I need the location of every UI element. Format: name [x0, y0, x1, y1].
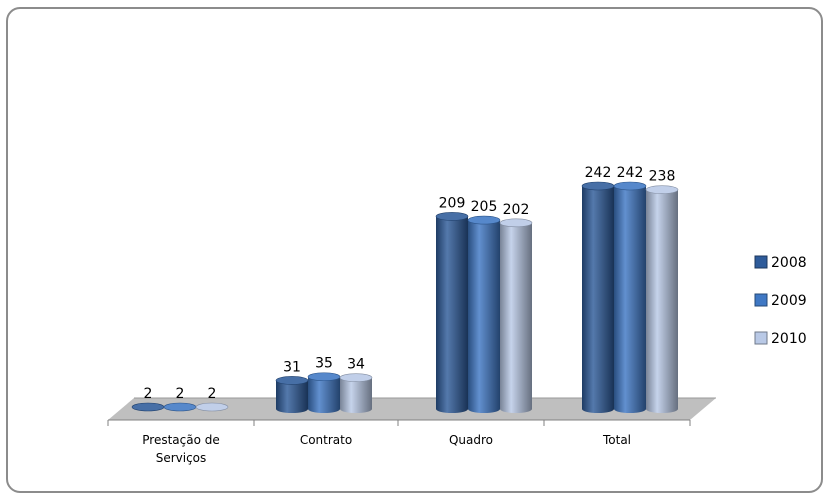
bar-2010-0 [195, 402, 229, 412]
chart-floor [108, 398, 716, 420]
bar-2009-1 [307, 372, 341, 413]
bar-top [613, 181, 647, 191]
data-label: 2 [176, 386, 185, 402]
bar-top [307, 372, 341, 382]
bar-body [582, 186, 614, 413]
bar-body [436, 216, 468, 413]
category-labels-group: Prestação de Serviços Contrato Quadro Total [142, 433, 631, 465]
bar-2008-3 [581, 181, 615, 413]
data-label: 2 [208, 386, 217, 402]
category-label-1: Contrato [300, 433, 352, 447]
bar-body [308, 376, 340, 413]
bar-series-group [131, 181, 679, 413]
data-label: 35 [315, 356, 333, 372]
bar-top [435, 212, 469, 221]
bar-body [340, 377, 372, 413]
bar-body [468, 220, 500, 413]
data-label: 202 [503, 202, 530, 218]
bar-2008-2 [435, 212, 469, 413]
legend-label-2009: 2009 [771, 293, 807, 309]
legend-swatch-2008 [754, 255, 768, 269]
bar-top [581, 181, 615, 191]
data-label: 34 [347, 357, 365, 373]
bar-body [276, 380, 308, 413]
legend: 2008 2009 2010 [754, 255, 807, 347]
data-label: 205 [471, 199, 498, 215]
bar-2008-1 [275, 376, 309, 413]
category-label-3: Total [602, 433, 631, 447]
data-label: 238 [649, 169, 676, 185]
bar-top [275, 376, 309, 385]
bar-top [467, 215, 501, 225]
bar-2010-2 [499, 218, 533, 413]
bar-top [131, 402, 165, 412]
bar-2010-1 [339, 373, 373, 413]
legend-swatch-2010 [754, 331, 768, 345]
data-label: 31 [283, 359, 301, 375]
legend-label-2010: 2010 [771, 331, 807, 347]
category-label-2: Quadro [449, 433, 493, 447]
bar-2008-0 [131, 402, 165, 412]
category-label-0: Prestação de [142, 433, 220, 447]
data-label: 242 [585, 165, 612, 181]
bar-body [614, 186, 646, 413]
bar-top [499, 218, 533, 228]
bar-top [195, 402, 229, 412]
data-label: 242 [617, 165, 644, 181]
bar-body [500, 222, 532, 413]
bar-top [645, 185, 679, 194]
bar-top [163, 402, 197, 412]
bar-body [646, 189, 678, 413]
bar-2009-3 [613, 181, 647, 413]
category-label-0: Serviços [156, 451, 207, 465]
legend-swatch-2009 [754, 293, 768, 307]
bar-2010-3 [645, 185, 679, 413]
bar-2009-0 [163, 402, 197, 412]
x-axis-ticks [107, 420, 691, 426]
bar-top [339, 373, 373, 382]
data-labels-group: 2 2 2 31 35 34 209 205 202 242 242 238 [144, 165, 676, 402]
data-label: 2 [144, 386, 153, 402]
legend-label-2008: 2008 [771, 255, 807, 271]
bar-2009-2 [467, 215, 501, 413]
data-label: 209 [439, 195, 466, 211]
